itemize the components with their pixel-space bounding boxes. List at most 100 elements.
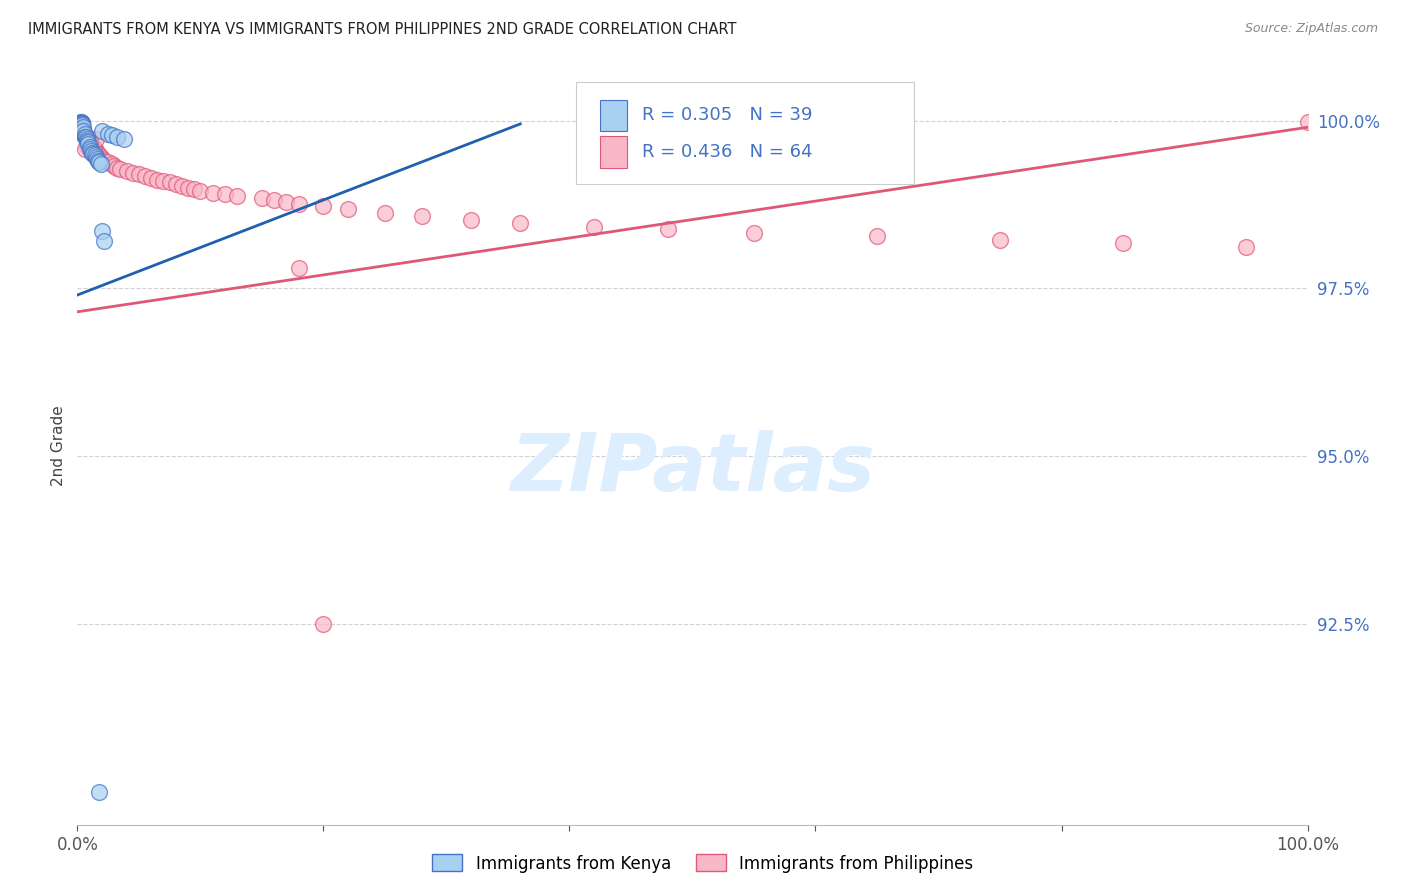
Point (73, 142, 96, 156)
Point (337, 202, 360, 216)
Point (509, 216, 531, 230)
Point (82, 139, 104, 153)
Point (70, 115, 93, 129)
Point (866, 229, 889, 244)
Point (76, 134, 98, 148)
Point (70, 116, 93, 130)
Point (72, 127, 94, 141)
Point (103, 159, 125, 173)
Point (82, 147, 104, 161)
Point (97, 155, 120, 169)
Point (134, 169, 156, 183)
Point (89, 155, 111, 169)
Point (83, 148, 105, 162)
Point (105, 130, 128, 145)
Point (121, 166, 143, 180)
Text: ZIPatlas: ZIPatlas (510, 430, 875, 508)
Point (79, 135, 101, 149)
Point (112, 132, 135, 146)
Point (93, 235, 115, 249)
Point (97, 127, 120, 141)
Point (177, 180, 200, 194)
Text: R = 0.436   N = 64: R = 0.436 N = 64 (643, 143, 813, 161)
Point (72, 120, 94, 135)
Point (84, 151, 107, 165)
Point (70, 123, 93, 137)
Point (80, 144, 103, 158)
Point (1296, 115, 1319, 129)
Point (374, 206, 396, 220)
Point (110, 161, 132, 176)
Point (80, 137, 103, 152)
Point (70, 126, 93, 140)
Point (79, 140, 101, 154)
Point (82, 140, 104, 154)
Point (141, 170, 163, 185)
Point (583, 219, 606, 234)
Point (188, 184, 212, 198)
Point (214, 187, 236, 202)
Point (87, 147, 110, 161)
Point (70, 123, 93, 137)
Point (77, 134, 100, 148)
Point (90, 151, 112, 165)
Point (90, 153, 114, 167)
Point (89, 148, 111, 162)
Point (73, 130, 96, 145)
Point (201, 186, 224, 200)
Point (77, 137, 100, 152)
FancyBboxPatch shape (600, 136, 627, 168)
Point (170, 179, 193, 194)
FancyBboxPatch shape (575, 82, 914, 185)
Point (72, 123, 94, 137)
Point (988, 233, 1011, 247)
Point (75, 130, 97, 145)
Point (183, 182, 205, 196)
Point (70, 117, 93, 131)
FancyBboxPatch shape (600, 100, 627, 131)
Point (70, 117, 93, 131)
Point (250, 191, 273, 205)
Point (288, 261, 311, 276)
Point (76, 132, 98, 146)
Point (101, 157, 124, 171)
Point (152, 174, 174, 188)
Point (86, 145, 108, 160)
Point (76, 139, 98, 153)
Point (115, 164, 138, 178)
Point (84, 132, 107, 146)
Point (159, 175, 181, 189)
Point (70, 116, 93, 130)
Text: IMMIGRANTS FROM KENYA VS IMMIGRANTS FROM PHILIPPINES 2ND GRADE CORRELATION CHART: IMMIGRANTS FROM KENYA VS IMMIGRANTS FROM… (28, 22, 737, 37)
Point (90, 123, 114, 137)
Point (83, 142, 105, 156)
Point (75, 130, 97, 145)
Point (312, 616, 335, 631)
Point (146, 172, 169, 186)
Point (87, 153, 110, 168)
Point (411, 209, 433, 223)
Point (105, 161, 128, 175)
Point (70, 118, 93, 132)
Point (128, 167, 150, 181)
Point (89, 784, 111, 798)
Point (70, 115, 93, 129)
Point (76, 132, 98, 146)
Point (1112, 235, 1135, 250)
Point (226, 188, 249, 202)
Legend: Immigrants from Kenya, Immigrants from Philippines: Immigrants from Kenya, Immigrants from P… (426, 847, 980, 880)
Point (276, 195, 298, 210)
Point (79, 142, 101, 156)
Text: Source: ZipAtlas.com: Source: ZipAtlas.com (1244, 22, 1378, 36)
Point (165, 178, 187, 192)
Point (263, 193, 285, 207)
Point (742, 227, 765, 241)
Point (70, 121, 93, 136)
Point (460, 213, 482, 227)
Point (73, 127, 96, 141)
Point (288, 197, 311, 211)
Point (657, 222, 679, 236)
Point (312, 199, 335, 213)
Point (70, 115, 93, 129)
Point (73, 128, 96, 143)
